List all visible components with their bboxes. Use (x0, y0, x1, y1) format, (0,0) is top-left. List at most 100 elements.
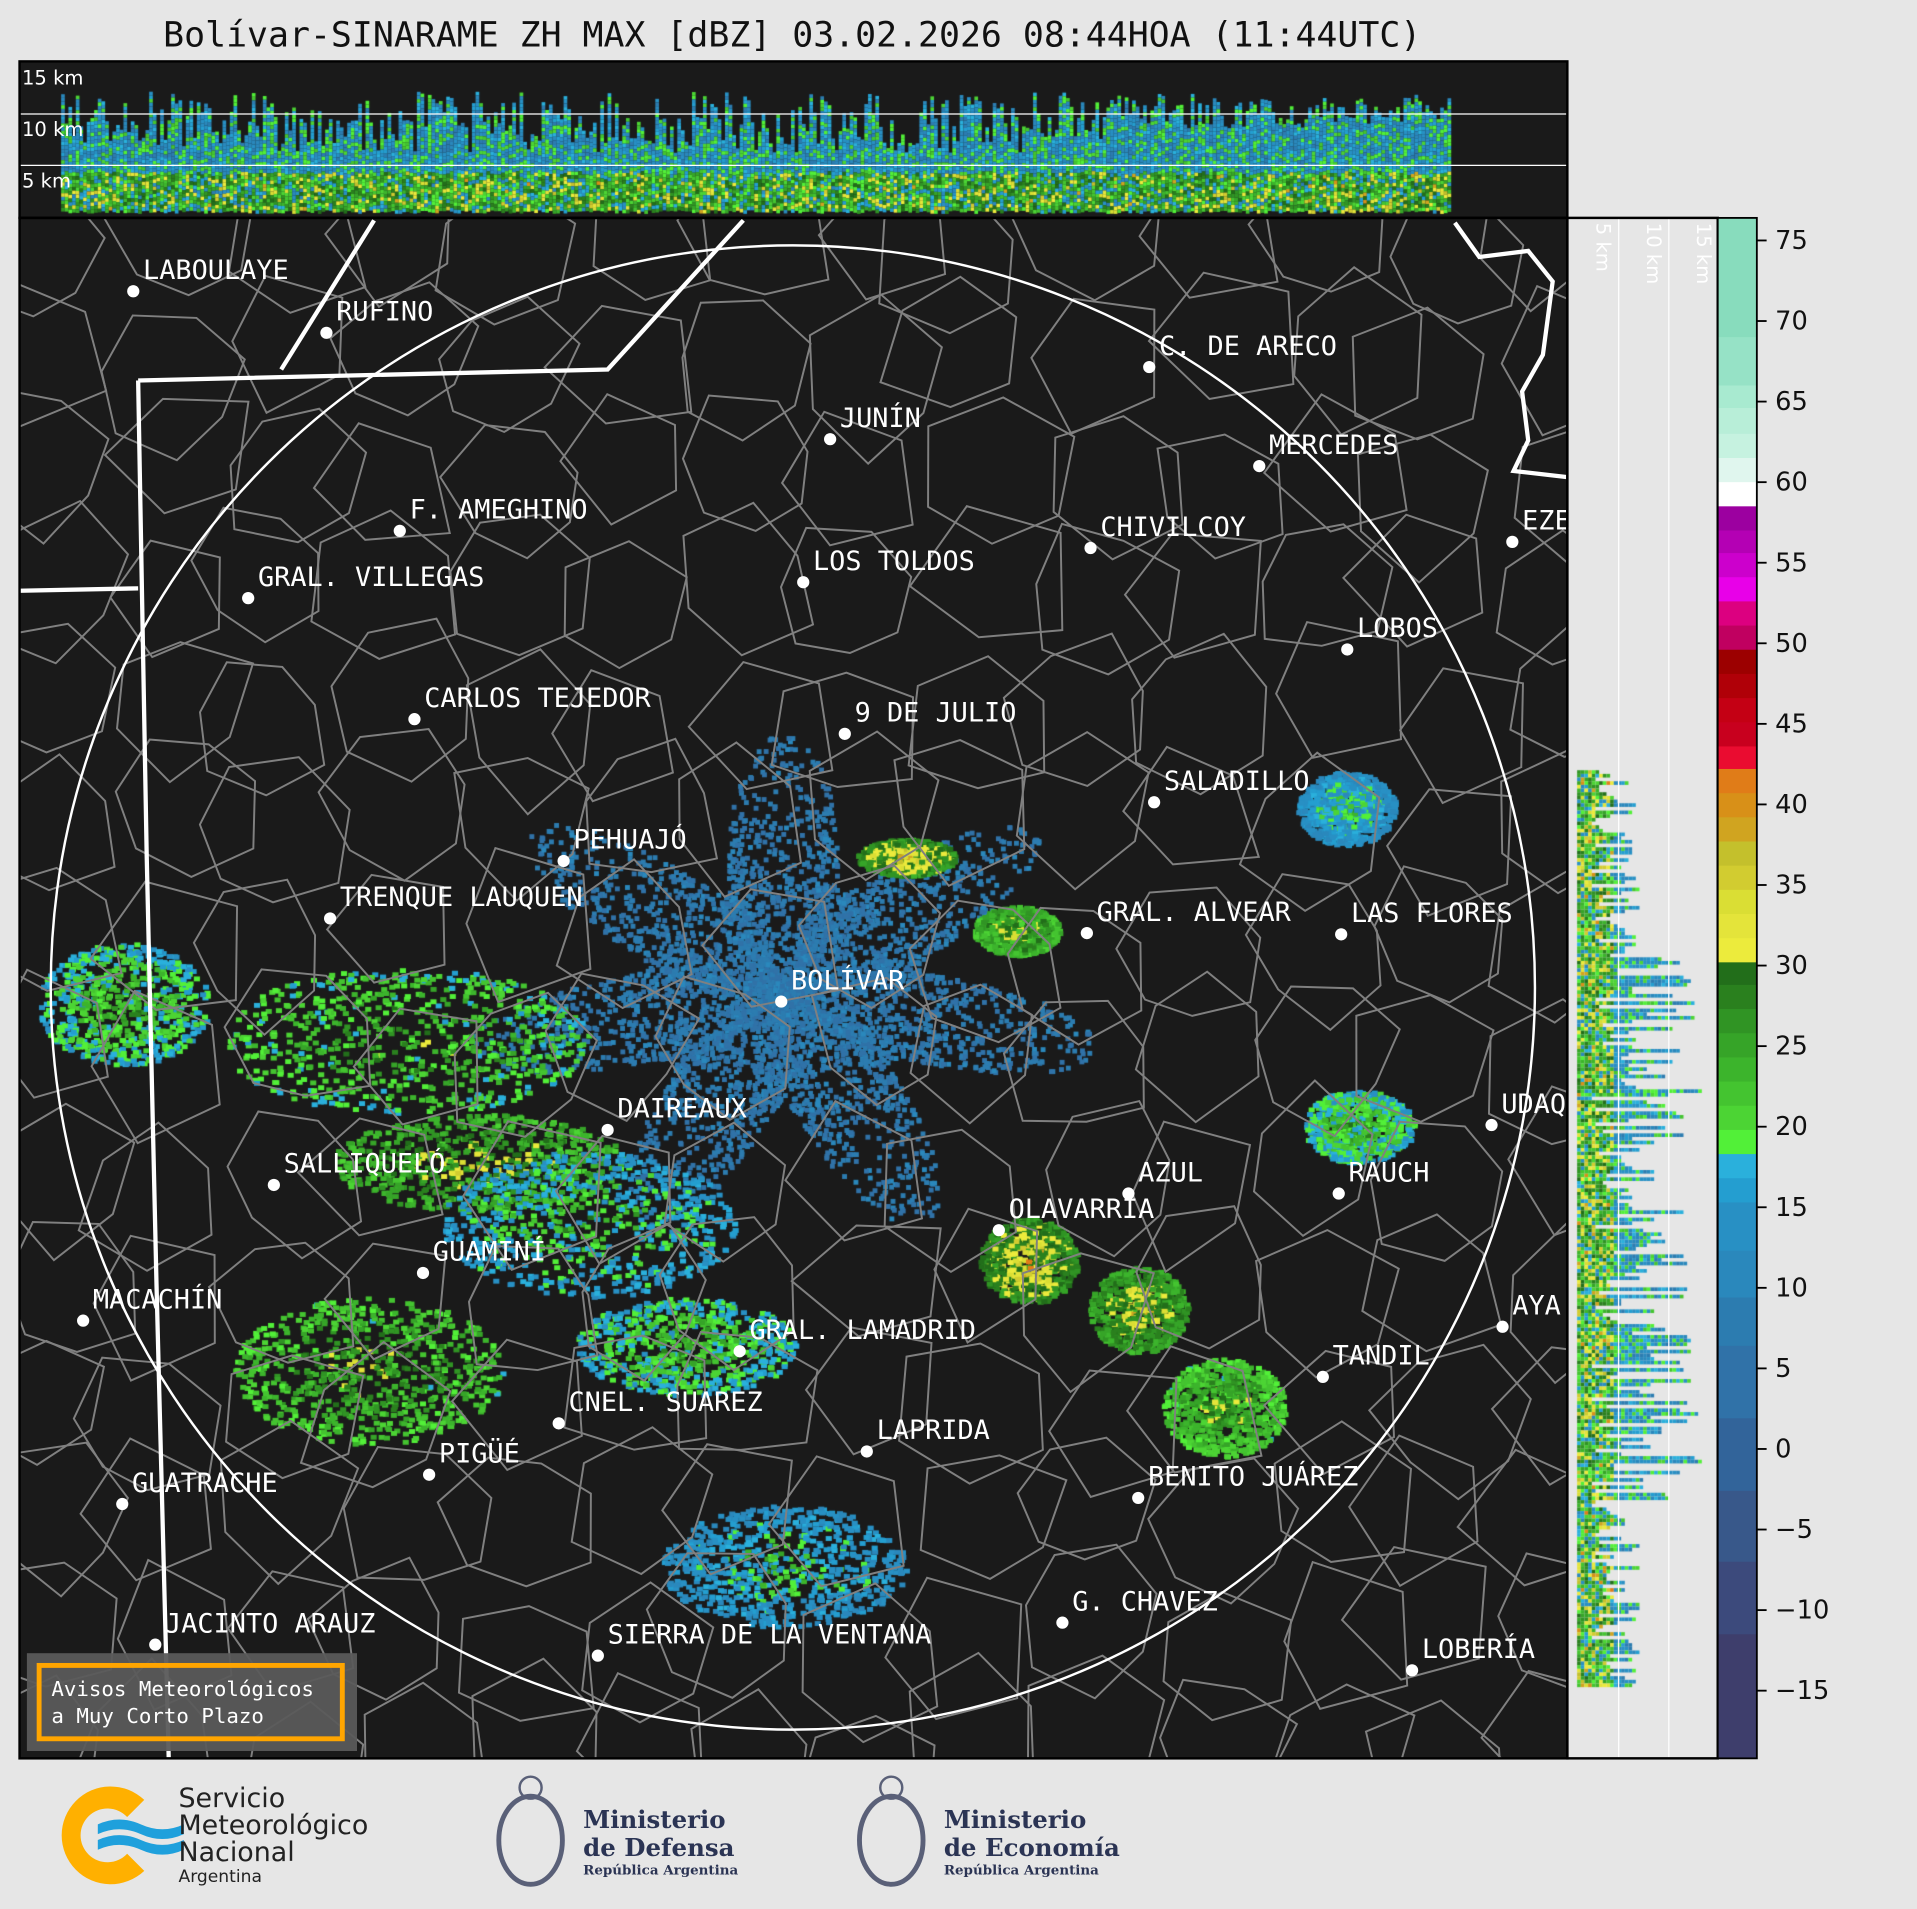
city-9: LOS TOLDOS (797, 546, 975, 589)
city-label: TANDIL (1333, 1341, 1430, 1372)
city-dot (1496, 1320, 1509, 1333)
city-dot (77, 1314, 90, 1327)
city-5: F. AMEGHINO (393, 495, 588, 537)
city-dot (393, 524, 406, 537)
city-dot (1147, 796, 1161, 809)
top-10km-label: 10 km (22, 118, 83, 141)
colorbar-bin (1717, 649, 1757, 675)
city-dot (408, 713, 421, 726)
city-dot (127, 285, 140, 298)
city-label: LOBERÍA (1422, 1633, 1535, 1665)
city-16: GRAL. ALVEAR (1080, 897, 1292, 940)
city-14: PEHUAJÓ (557, 824, 687, 868)
city-label: RAUCH (1349, 1157, 1430, 1188)
city-label: PIGÜÉ (439, 1437, 520, 1469)
colorbar-bin (1717, 1129, 1757, 1155)
coat-of-arms-icon (496, 1793, 565, 1887)
city-label: LAS FLORES (1351, 898, 1513, 929)
city-dot (1335, 928, 1348, 941)
smn-line-2: Meteorológico (178, 1810, 368, 1841)
city-label: JUNÍN (840, 402, 921, 434)
colorbar-bin (1717, 337, 1757, 387)
city-dot (1253, 459, 1266, 473)
city-15: TRENQUE LAUQUEN (323, 882, 583, 925)
colorbar-tick-label: 55 (1775, 548, 1808, 578)
colorbar-bin (1717, 482, 1757, 507)
city-dot (323, 912, 337, 925)
city-dot (591, 1649, 604, 1662)
side-section-frame (1566, 216, 1719, 1760)
city-30: CNEL. SUAREZ (552, 1387, 763, 1430)
city-markers: LABOULAYE RUFINO C. DE ARECO JUNÍN MERCEDES F… (77, 255, 1571, 1677)
colorbar-bin (1717, 746, 1757, 770)
city-label: 9 DE JULIO (855, 698, 1017, 729)
colorbar-bin (1717, 1105, 1757, 1131)
city-dot (423, 1468, 436, 1481)
city-25: GUAMINÍ (416, 1236, 546, 1280)
city-label: SIERRA DE LA VENTANA (608, 1619, 932, 1650)
city-29: TANDIL (1316, 1341, 1430, 1384)
city-label: TRENQUE LAUQUEN (340, 882, 583, 913)
colorbar-tick-label: −5 (1775, 1515, 1813, 1545)
city-label: F. AMEGHINO (410, 495, 588, 526)
city-label: LOBOS (1357, 613, 1438, 644)
city-label: CNEL. SUAREZ (568, 1387, 762, 1418)
city-13: SALADILLO (1147, 766, 1310, 809)
city-3: JUNÍN (824, 402, 921, 446)
city-32: PIGÜÉ (423, 1437, 520, 1481)
smn-logo: Servicio Meteorológico Nacional Argentin… (61, 1783, 368, 1887)
colorbar-bin (1717, 1634, 1757, 1759)
economia-line-3: República Argentina (944, 1862, 1099, 1878)
warning-box-border (36, 1662, 345, 1742)
colorbar-bin (1717, 1345, 1757, 1419)
colorbar-tick-label: 50 (1775, 629, 1808, 659)
city-dot (797, 576, 810, 589)
colorbar-tick-label: 65 (1775, 387, 1808, 417)
ministerio-defensa-logo: Ministerio de Defensa República Argentin… (496, 1775, 739, 1887)
colorbar-tick-label: 0 (1775, 1435, 1791, 1465)
colorbar-bin (1717, 673, 1757, 699)
city-27: AYA (1496, 1291, 1561, 1333)
city-dot (1332, 1187, 1345, 1200)
smn-line-1: Servicio (178, 1783, 285, 1814)
city-dot (824, 433, 837, 446)
city-dot (1405, 1664, 1419, 1677)
city-label: CARLOS TEJEDOR (424, 683, 651, 714)
defensa-line-2: de Defensa (583, 1833, 734, 1862)
colorbar-bin (1717, 1057, 1757, 1083)
colorbar-bin (1717, 1250, 1757, 1299)
warning-line-2: a Muy Corto Plazo (51, 1704, 264, 1728)
city-dot (838, 727, 851, 740)
colorbar-bin (1717, 984, 1757, 1010)
colorbar-bin (1717, 1178, 1757, 1204)
colorbar-tick-label: 25 (1775, 1032, 1808, 1062)
top-15km-label: 15 km (22, 67, 83, 90)
colorbar-bin (1717, 1081, 1757, 1107)
colorbar-bin (1717, 1202, 1757, 1252)
colorbar-bin (1717, 1009, 1757, 1034)
colorbar-bin (1717, 722, 1757, 748)
colorbar-bin (1717, 913, 1757, 939)
city-22: AZUL (1122, 1157, 1203, 1200)
city-dot (557, 854, 570, 868)
city-dot (1122, 1187, 1135, 1200)
colorbar-bin (1717, 938, 1757, 963)
city-10: LOBOS (1341, 613, 1438, 656)
chart-title: Bolívar-SINARAME ZH MAX [dBZ] 03.02.2026… (163, 16, 1421, 56)
warning-box[interactable]: Avisos Meteorológicos a Muy Corto Plazo (26, 1653, 357, 1752)
city-dot (1485, 1118, 1498, 1132)
city-label: GRAL. LAMADRID (749, 1315, 976, 1346)
defensa-line-1: Ministerio (583, 1805, 725, 1834)
city-dot (416, 1266, 430, 1280)
colorbar-bin (1717, 577, 1757, 603)
city-6: CHIVILCOY (1084, 512, 1246, 555)
city-4: MERCEDES (1253, 430, 1398, 473)
smn-waves-icon (97, 1819, 184, 1855)
colorbar-tick-label: 70 (1775, 307, 1808, 337)
city-label: DAIREAUX (617, 1094, 746, 1125)
city-0: LABOULAYE (127, 255, 289, 298)
colorbar-bin (1717, 601, 1757, 627)
